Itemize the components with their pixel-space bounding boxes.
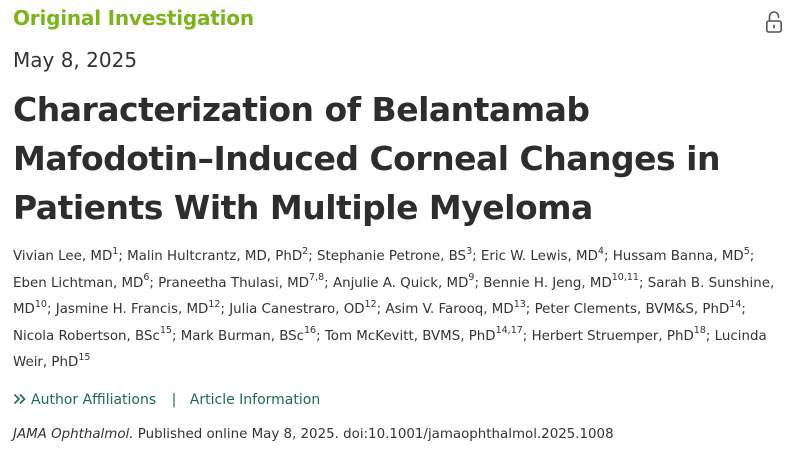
- author-affiliation-number: 6: [143, 272, 150, 284]
- author-separator: ;: [749, 249, 755, 264]
- author-list: Vivian Lee, MD1; Malin Hultcrantz, MD, P…: [13, 244, 788, 377]
- author-affiliation-number: 13: [513, 298, 526, 310]
- author-affiliation-number: 15: [159, 325, 172, 337]
- author-name[interactable]: Stephanie Petrone, BS: [317, 249, 467, 264]
- author-affiliation-number: 2: [302, 245, 309, 257]
- author-separator: ;: [522, 328, 532, 344]
- author-separator: ;: [472, 249, 481, 264]
- publication-date: May 8, 2025: [13, 48, 138, 72]
- author-name[interactable]: Vivian Lee, MD: [13, 249, 113, 264]
- author-name[interactable]: Lucinda Weir, PhD: [13, 328, 767, 371]
- author-name[interactable]: Peter Clements, BVM&S, PhD: [534, 302, 730, 317]
- author-name[interactable]: Julia Canestraro, OD: [229, 302, 365, 317]
- author-separator: ;: [638, 275, 648, 291]
- author-name[interactable]: Asim V. Farooq, MD: [385, 302, 514, 317]
- article-header: Original Investigation May 8, 2025 Chara…: [13, 0, 788, 462]
- author-name[interactable]: Anjulie A. Quick, MD: [332, 275, 469, 291]
- author-separator: ;: [376, 302, 386, 317]
- author-affiliations-label: Author Affiliations: [31, 392, 157, 408]
- author-name[interactable]: Eben Lichtman, MD: [13, 275, 144, 291]
- author-affiliations-link[interactable]: Author Affiliations: [13, 392, 161, 408]
- author-affiliation-number: 9: [468, 272, 475, 284]
- author-separator: ;: [705, 328, 715, 344]
- author-separator: ;: [741, 302, 746, 317]
- author-affiliation-number: 12: [364, 298, 377, 310]
- author-separator: ;: [316, 328, 325, 344]
- author-name[interactable]: Sarah B. Sunshine, MD: [13, 275, 775, 318]
- author-affiliation-number: 3: [466, 245, 473, 257]
- author-affiliation-number: 10,11: [611, 272, 639, 284]
- link-separator: |: [171, 392, 177, 408]
- author-separator: ;: [324, 275, 333, 291]
- author-affiliation-number: 7,8: [309, 272, 325, 284]
- author-affiliation-number: 14,17: [495, 325, 523, 337]
- author-name[interactable]: Jasmine H. Francis, MD: [55, 302, 209, 317]
- author-name[interactable]: Bennie H. Jeng, MD: [483, 275, 612, 291]
- article-title: Characterization of Belantamab Mafodotin…: [13, 90, 720, 227]
- citation: JAMA Ophthalmol. Published online May 8,…: [13, 427, 614, 442]
- article-information-link[interactable]: Article Information: [189, 392, 321, 408]
- author-name[interactable]: Praneetha Thulasi, MD: [158, 275, 310, 291]
- section-label[interactable]: Original Investigation: [13, 6, 254, 30]
- author-separator: ;: [46, 302, 56, 317]
- open-lock-icon[interactable]: [765, 10, 783, 34]
- author-affiliation-number: 18: [693, 325, 706, 337]
- author-name[interactable]: Hussam Banna, MD: [612, 249, 744, 264]
- author-separator: ;: [118, 249, 128, 264]
- author-affiliation-number: 15: [78, 351, 91, 363]
- author-affiliation-number: 12: [208, 298, 221, 310]
- author-name[interactable]: Eric W. Lewis, MD: [480, 249, 598, 264]
- author-separator: ;: [149, 275, 159, 291]
- author-affiliation-number: 5: [743, 245, 750, 257]
- author-name[interactable]: Herbert Struemper, PhD: [531, 328, 694, 344]
- author-name[interactable]: Mark Burman, BSc: [180, 328, 305, 344]
- author-affiliation-number: 10: [34, 298, 47, 310]
- citation-text: Published online May 8, 2025. doi:10.100…: [133, 427, 614, 442]
- author-name[interactable]: Malin Hultcrantz, MD, PhD: [127, 249, 303, 264]
- author-separator: ;: [171, 328, 181, 344]
- author-affiliation-number: 4: [597, 245, 604, 257]
- author-separator: ;: [603, 249, 613, 264]
- author-separator: ;: [220, 302, 230, 317]
- author-name[interactable]: Nicola Robertson, BSc: [13, 328, 160, 344]
- author-affiliation-number: 1: [112, 245, 119, 257]
- author-separator: ;: [525, 302, 535, 317]
- author-affiliation-number: 16: [304, 325, 317, 337]
- author-name[interactable]: Tom McKevitt, BVMS, PhD: [324, 328, 496, 344]
- double-chevron-right-icon: [13, 393, 26, 405]
- article-links: Author Affiliations | Article Informatio…: [13, 392, 320, 408]
- journal-name: JAMA Ophthalmol.: [13, 427, 134, 442]
- author-affiliation-number: 14: [729, 298, 742, 310]
- author-separator: ;: [474, 275, 484, 291]
- author-separator: ;: [308, 249, 317, 264]
